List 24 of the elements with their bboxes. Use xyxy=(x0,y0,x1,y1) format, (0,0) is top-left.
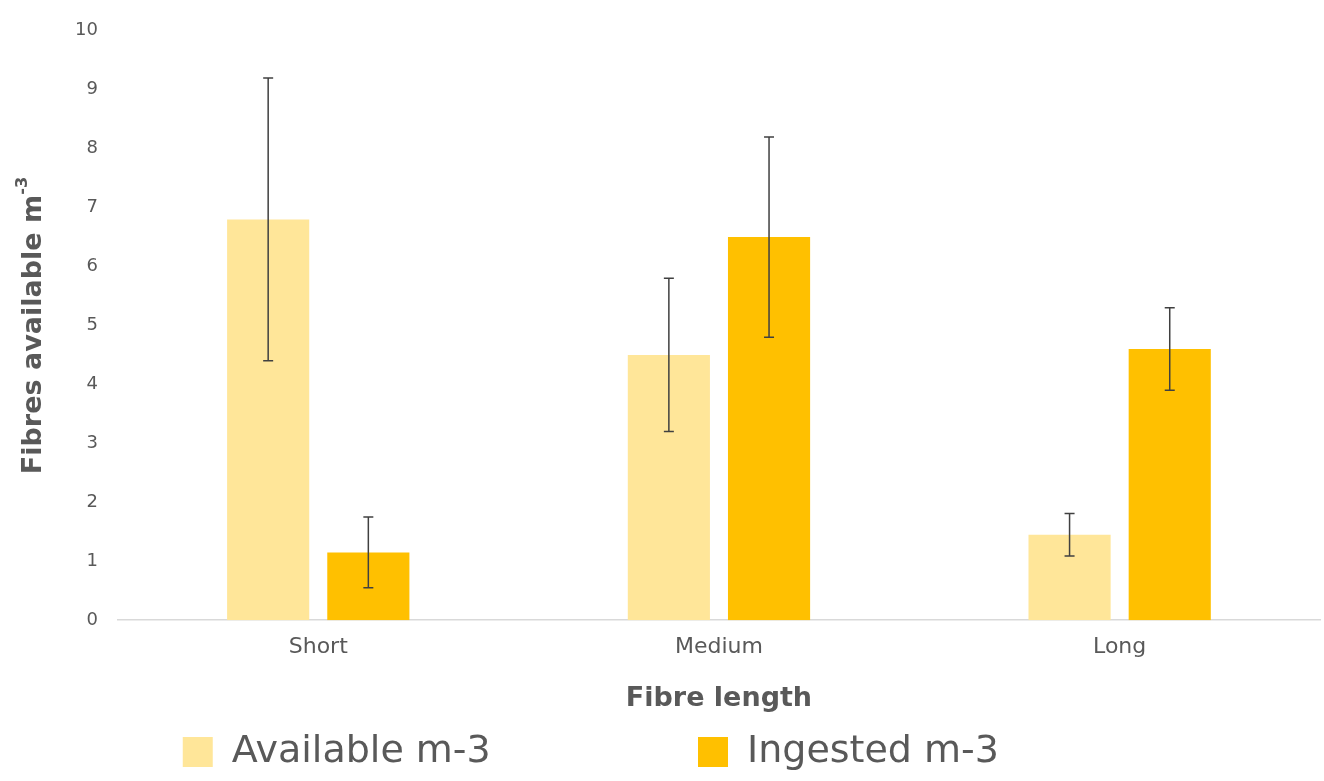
legend-label: Available m-3 xyxy=(231,726,685,771)
bar xyxy=(327,552,410,621)
legend-label: Ingested m-3 xyxy=(747,726,1193,771)
y-tick-label: 1 xyxy=(86,548,98,570)
y-tick-label: 7 xyxy=(86,195,98,217)
y-tick-label: 0 xyxy=(86,607,98,629)
bar xyxy=(627,354,710,621)
x-axis-title: Fibre length xyxy=(625,680,813,712)
bar xyxy=(1028,534,1111,621)
bar xyxy=(227,219,310,621)
y-tick-label: 2 xyxy=(86,489,98,511)
x-tick-label: Medium xyxy=(674,633,763,659)
bar xyxy=(1128,349,1211,621)
y-axis-title: Fibres available m-3 xyxy=(12,176,48,475)
y-tick-label: 6 xyxy=(86,254,98,276)
y-tick-label: 9 xyxy=(86,77,98,99)
y-tick-label: 5 xyxy=(86,313,98,335)
bar xyxy=(727,237,811,621)
y-tick-label: 10 xyxy=(75,18,98,40)
x-tick-label: Long xyxy=(1093,633,1147,659)
y-tick-label: 4 xyxy=(86,372,98,394)
x-tick-label: Short xyxy=(288,633,349,659)
y-tick-label: 8 xyxy=(86,136,98,158)
y-tick-label: 3 xyxy=(86,431,98,453)
